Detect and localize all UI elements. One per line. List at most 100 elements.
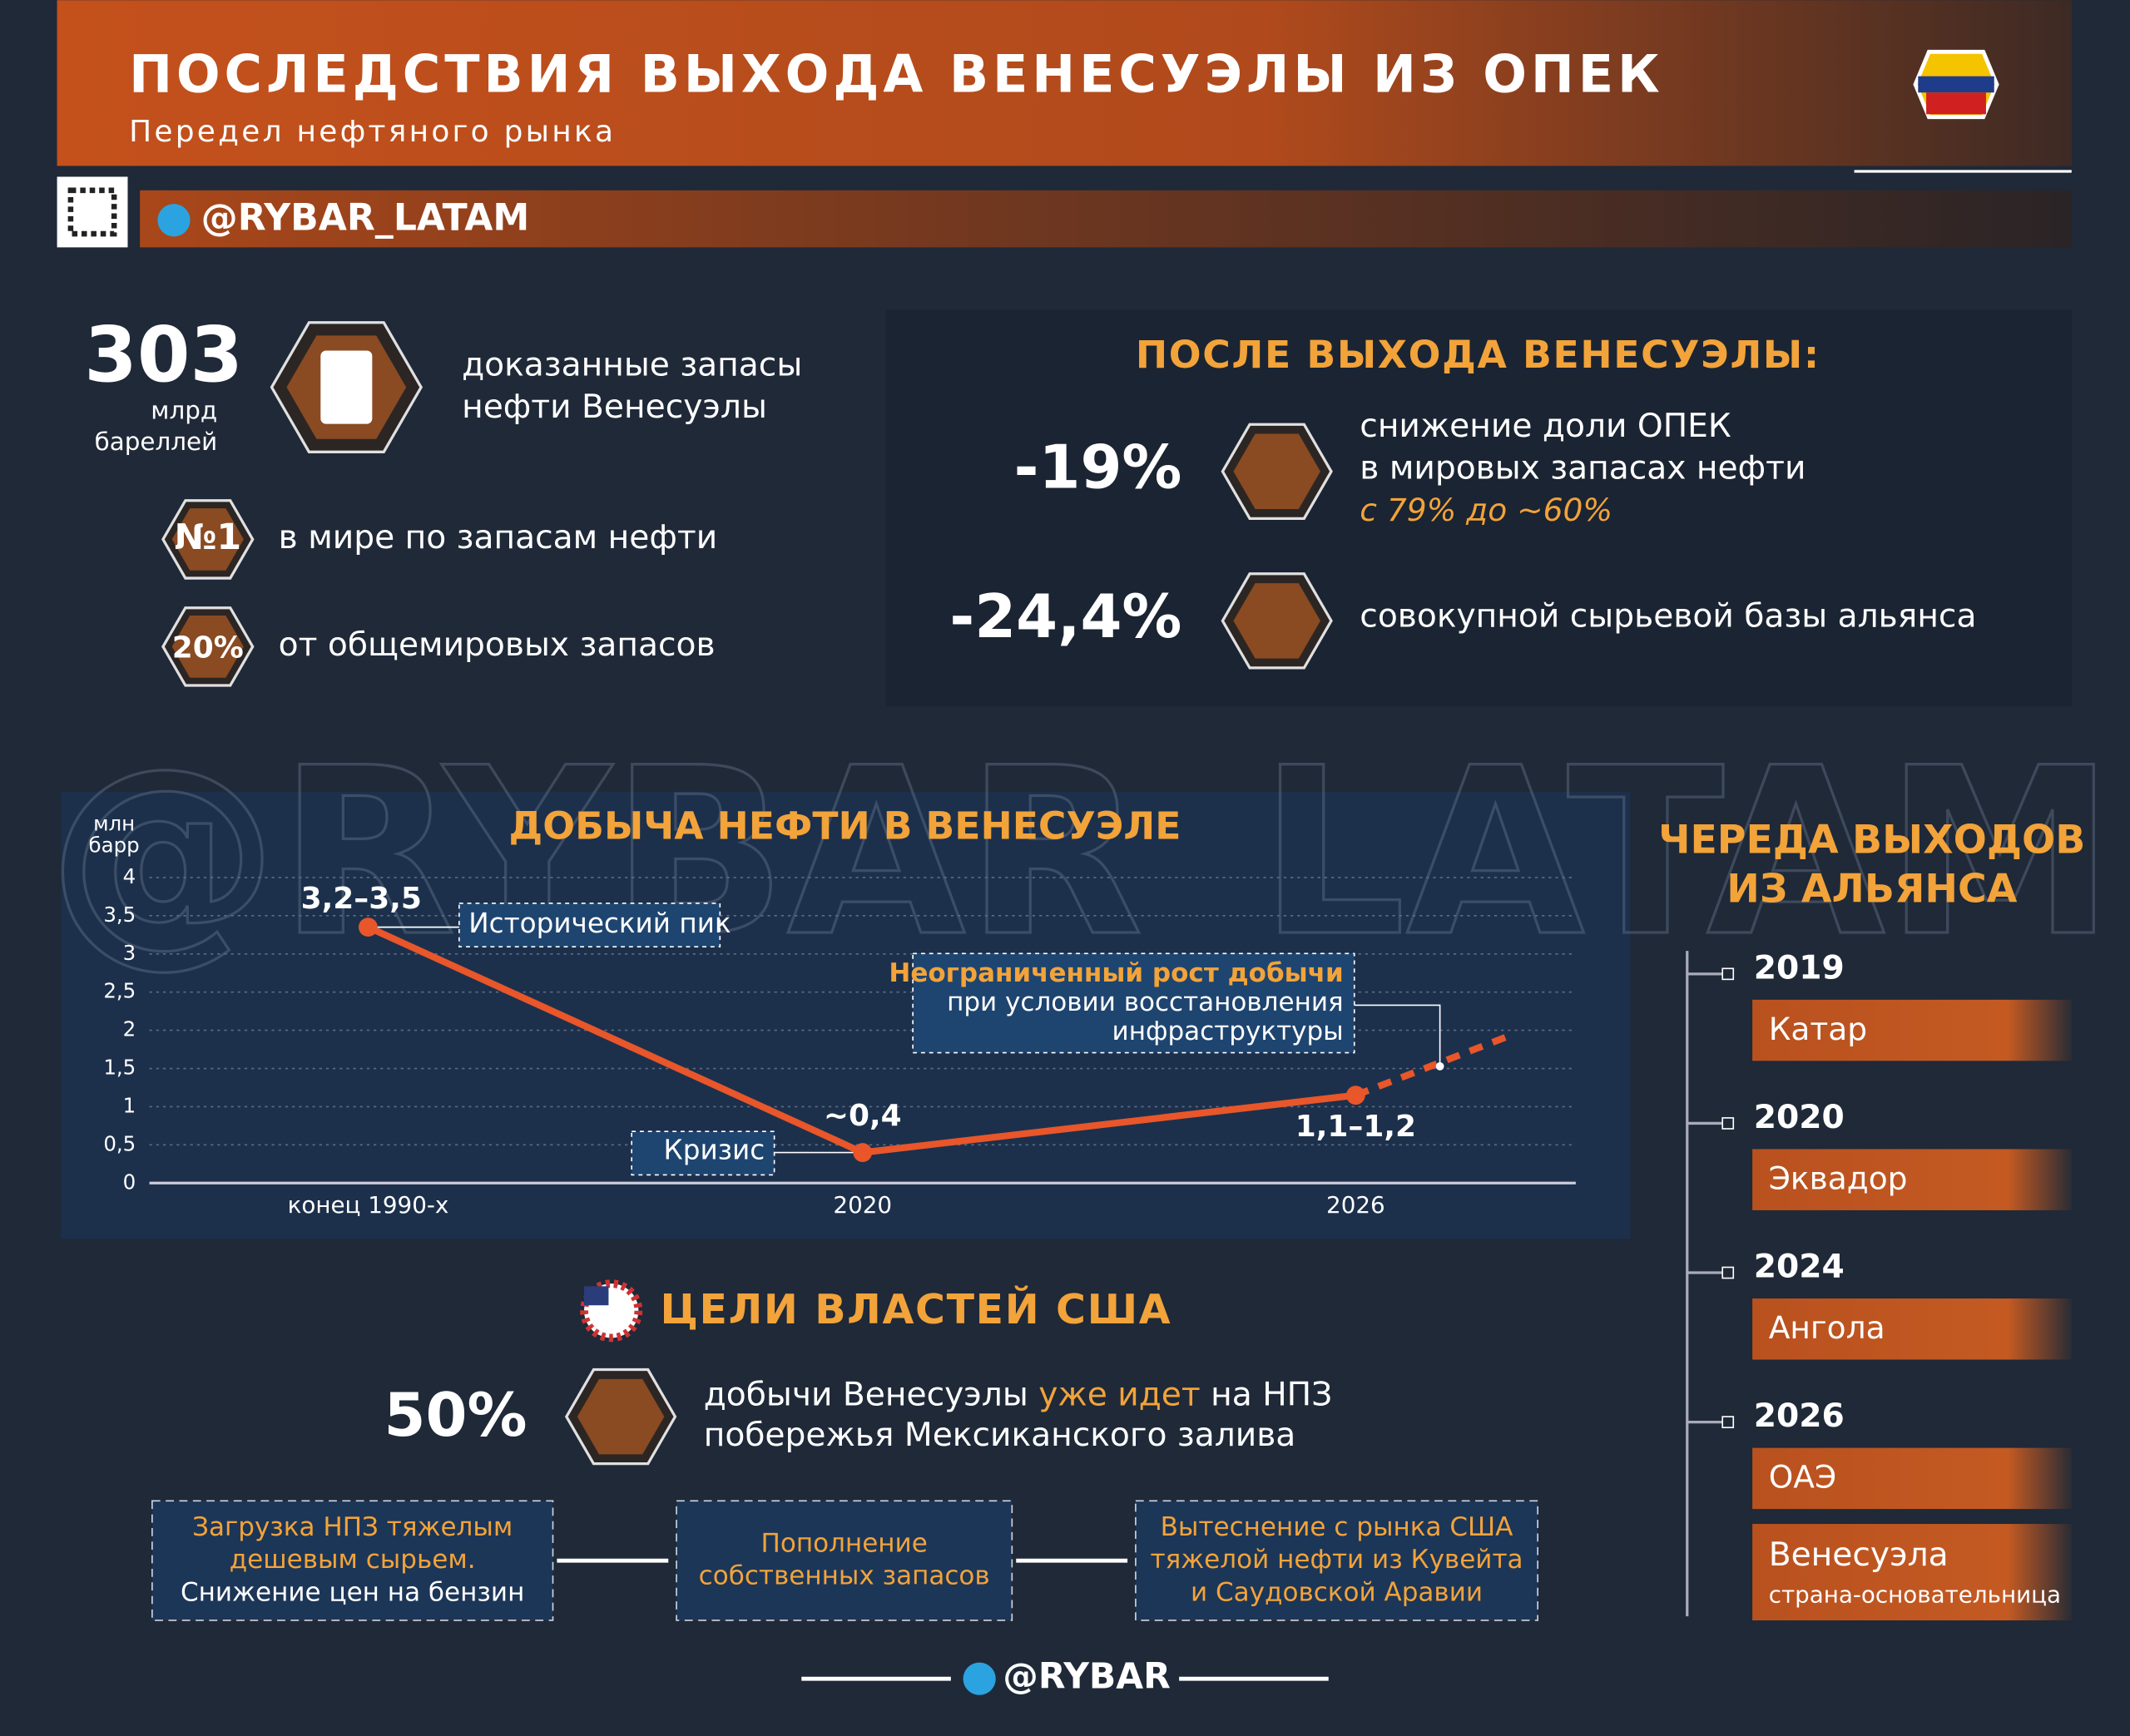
- after-panel: [885, 309, 2072, 707]
- year: 2020: [1754, 1099, 1845, 1136]
- label: в мире по запасам нефти: [279, 519, 717, 556]
- section-title: ИЗ АЛЬЯНСА: [1726, 866, 2018, 912]
- country-bar: [1752, 1524, 2072, 1620]
- tick-node: [1721, 1416, 1735, 1428]
- label: добычи Венесуэлы уже идет на НПЗ: [704, 1376, 1333, 1413]
- step-box: [1135, 1500, 1538, 1621]
- section-title: ЦЕЛИ ВЛАСТЕЙ США: [660, 1284, 1172, 1333]
- tick-node: [1721, 1266, 1735, 1279]
- country-bar: [1752, 1298, 2072, 1360]
- y-tick-label: 2: [123, 1017, 136, 1041]
- connector: [1354, 1004, 1441, 1066]
- step-text: Пополнение: [761, 1529, 928, 1559]
- annotation-box: [458, 903, 721, 948]
- country-bar: [1752, 1447, 2072, 1510]
- point: [1345, 1086, 1365, 1105]
- chart-title: ДОБЫЧА НЕФТИ В ВЕНЕСУЭЛЕ: [509, 804, 1181, 848]
- label-part: добычи Венесуэлы: [704, 1376, 1039, 1413]
- step-text: Снижение цен на бензин: [181, 1577, 524, 1607]
- country: Ангола: [1769, 1309, 1885, 1346]
- projection-dot: [1435, 1061, 1444, 1071]
- y-axis-label: барр: [89, 833, 140, 857]
- y-tick-label: 3,5: [103, 903, 136, 927]
- y-tick-label: 3: [123, 941, 136, 965]
- y-tick-label: 4: [123, 864, 136, 888]
- country: Катар: [1769, 1011, 1867, 1047]
- x-tick-label: 2020: [833, 1191, 892, 1219]
- tick-node: [1721, 967, 1735, 981]
- telegram-icon: [963, 1662, 996, 1695]
- chart-panel: [61, 792, 1631, 1239]
- section-title: ПОСЛЕ ВЫХОДА ВЕНЕСУЭЛЫ:: [1136, 333, 1820, 377]
- label: №1: [174, 517, 241, 558]
- step-text: дешевым сырьем.: [230, 1545, 476, 1575]
- stat-icon-inner: [1233, 433, 1320, 510]
- y-axis-label: млн: [93, 811, 135, 835]
- annotation-box: [631, 1130, 775, 1176]
- country-bar: [1752, 1149, 2072, 1210]
- annotation: при условии восстановления: [947, 987, 1344, 1017]
- x-tick-label: 2026: [1326, 1191, 1385, 1219]
- step-text: тяжелой нефти из Кувейта: [1151, 1545, 1523, 1575]
- telegram-icon: [157, 204, 191, 237]
- label: млрд: [151, 396, 217, 424]
- watermark: @RYBAR_LATAM: [47, 719, 2115, 990]
- year: 2019: [1754, 949, 1845, 987]
- stat-value: -24,4%: [949, 581, 1181, 651]
- annotation: Кризис: [664, 1135, 765, 1166]
- year: 2024: [1754, 1249, 1845, 1286]
- pump-icon-inner: [577, 1378, 665, 1455]
- label-part: уже идет: [1038, 1376, 1200, 1413]
- flag-stripe: [1926, 92, 1986, 115]
- y-tick-label: 0,5: [103, 1131, 136, 1155]
- step-box: [676, 1500, 1013, 1621]
- country: Венесуэла: [1769, 1536, 1949, 1574]
- y-tick-label: 0: [123, 1170, 136, 1194]
- step-box: [151, 1500, 554, 1621]
- label-part: на НПЗ: [1201, 1376, 1333, 1413]
- footer: @RYBAR: [1003, 1657, 1170, 1698]
- tick-node: [1721, 1117, 1735, 1130]
- qr-code: [57, 176, 128, 248]
- country-bar: [1752, 999, 2072, 1061]
- label: от общемировых запасов: [279, 626, 716, 664]
- year: 2026: [1754, 1397, 1845, 1435]
- label: совокупной сырьевой базы альянса: [1360, 598, 1976, 636]
- label: бареллей: [95, 428, 218, 456]
- label: побережья Мексиканского залива: [704, 1417, 1296, 1454]
- projection-line: [1354, 1033, 1509, 1099]
- header-band: [57, 0, 2072, 166]
- annotation: инфраструктуры: [1112, 1016, 1344, 1046]
- flag-stripe: [1918, 76, 1994, 93]
- step-text: и Саудовской Аравии: [1191, 1577, 1483, 1607]
- badge-inner: [171, 616, 244, 678]
- y-tick-label: 2,5: [103, 979, 136, 1003]
- country-note: страна-основательница: [1769, 1581, 2061, 1609]
- data-label: ~0,4: [824, 1099, 902, 1133]
- point: [359, 917, 378, 937]
- annotation-box: [912, 952, 1355, 1054]
- step-text: собственных запасов: [699, 1561, 990, 1591]
- label: 20%: [172, 631, 244, 665]
- label: доказанные запасы: [462, 347, 802, 384]
- country: ОАЭ: [1769, 1459, 1836, 1496]
- title: ПОСЛЕДСТВИЯ ВЫХОДА ВЕНЕСУЭЛЫ ИЗ ОПЕК: [129, 43, 1664, 104]
- step-text: Загрузка НПЗ тяжелым: [192, 1512, 513, 1542]
- label: нефти Венесуэлы: [462, 388, 767, 426]
- label: с 79% до ~60%: [1360, 492, 1612, 528]
- badge-inner: [171, 508, 244, 571]
- subtitle: Передел нефтяного рынка: [129, 115, 616, 149]
- point: [853, 1143, 873, 1162]
- handle-band: [140, 190, 2072, 248]
- annotation: Неограниченный рост добычи: [889, 958, 1343, 988]
- x-tick-label: конец 1990-х: [288, 1191, 449, 1219]
- barrel: [320, 350, 373, 424]
- label: снижение доли ОПЕК: [1360, 408, 1731, 445]
- us-flag-canton: [584, 1286, 609, 1306]
- data-label: 3,2–3,5: [301, 882, 422, 916]
- handle: @RYBAR_LATAM: [201, 197, 530, 240]
- stat-value: 50%: [384, 1380, 528, 1450]
- annotation: Исторический пик: [468, 908, 731, 939]
- stat-icon-inner: [1233, 583, 1320, 659]
